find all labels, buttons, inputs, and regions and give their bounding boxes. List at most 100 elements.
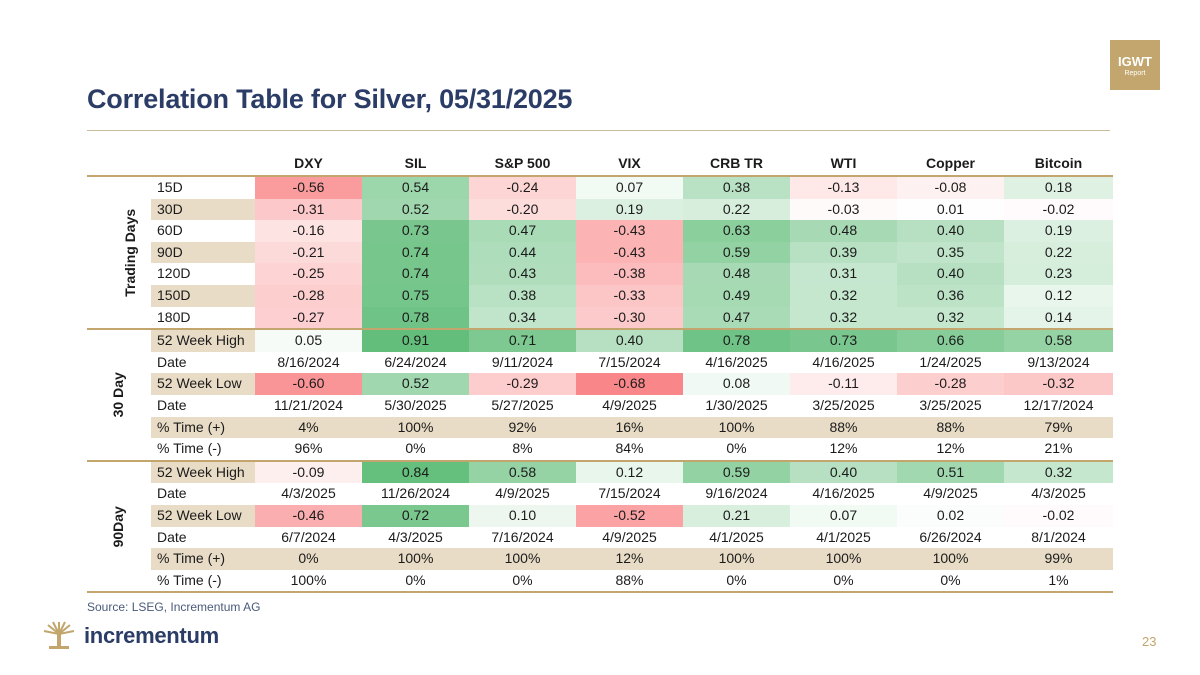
row-label: % Time (-) [151,438,255,462]
table-cell: 0.58 [1004,328,1113,352]
table-cell: 100% [362,548,469,570]
table-cell: 0.38 [683,175,790,199]
table-cell: 84% [576,438,683,462]
table-cell: 7/15/2024 [598,485,661,502]
table-cell: -0.52 [576,504,683,527]
table-cell: 0.51 [897,459,1004,484]
table-cell: -0.16 [255,220,362,242]
table-cell: -0.02 [1004,504,1113,527]
table-cell: 7/16/2024 [491,528,554,545]
table-cell: 0.40 [790,459,897,484]
row-label: 180D [151,306,255,331]
table-cell: 9/13/2024 [1027,353,1090,370]
table-row: 52 Week Low -0.60 0.52 -0.29 -0.68 0.08 -0.11-… [87,373,1113,395]
row-label: 90D [151,241,255,264]
table-cell: 88% [790,416,897,439]
table-row: 30D -0.31 0.52 -0.20 0.19 0.22 -0.03 0.01 -0.02 [87,198,1113,221]
table-cell: -0.08 [897,175,1004,199]
row-label: % Time (+) [151,416,255,439]
table-cell: 4/1/2025 [816,528,871,545]
table-cell: 8/1/2024 [1031,528,1086,545]
table-cell: 6/26/2024 [919,528,982,545]
table-cell: 1% [1004,569,1113,594]
table-cell: 8/16/2024 [277,353,340,370]
table-cell: -0.02 [1004,198,1113,221]
table-cell: 12% [790,438,897,462]
table-cell: 4/9/2025 [495,485,550,502]
row-group-label: 30 Day [87,328,151,462]
table-cell: 0.12 [1004,284,1113,307]
table-cell: 5/30/2025 [384,396,447,413]
table-cell: 0% [683,569,790,594]
table-row: 180D -0.27 0.78 0.34 -0.30 0.47 0.32 0.32 0.14 [87,306,1113,331]
table-cell: -0.09 [255,459,362,484]
row-label: Date [157,396,187,413]
corner-cell [87,153,151,177]
table-cell: -0.68 [576,373,683,395]
table-cell: 100% [362,416,469,439]
table-cell: 0.47 [683,306,790,331]
table-cell: 0.44 [469,241,576,264]
table-cell: -0.20 [469,198,576,221]
table-cell: 4/16/2025 [812,485,875,502]
table-cell: -0.38 [576,263,683,285]
table-cell: 4/3/2025 [1031,485,1086,502]
table-cell: 0.21 [683,504,790,527]
table-cell: 92% [469,416,576,439]
table-cell: 100% [683,548,790,570]
row-group-label: Trading Days [87,174,151,331]
table-cell: 11/21/2024 [273,396,344,413]
column-header: S&P 500 [469,153,576,177]
table-row: Date 11/21/2024 5/30/2025 5/27/2025 4/9/2025… [87,395,1113,417]
table-cell: 12% [576,548,683,570]
table-cell: 12/17/2024 [1023,396,1094,413]
table-cell: 0.74 [362,241,469,264]
table-cell: 0.40 [576,328,683,352]
table-cell: -0.24 [469,175,576,199]
table-cell: 0.73 [790,328,897,352]
table-cell: 6/24/2024 [384,353,447,370]
table-cell: 7/15/2024 [598,353,661,370]
table-cell: 4/1/2025 [709,528,764,545]
table-cell: 0.35 [897,241,1004,264]
page-title: Correlation Table for Silver, 05/31/2025 [87,84,573,114]
correlation-table: DXY SIL S&P 500 VIX CRB TR WTI Copper Bi… [87,153,1113,594]
table-cell: 100% [255,569,362,594]
table-cell: 4/9/2025 [923,485,978,502]
table-cell: 21% [1004,438,1113,462]
table-cell: 0.40 [897,220,1004,242]
table-cell: 0% [790,569,897,594]
table-cell: 0.58 [469,459,576,484]
table-cell: 12% [897,438,1004,462]
table-cell: 0% [362,438,469,462]
table-cell: 0.07 [790,504,897,527]
table-cell: 0.40 [897,263,1004,285]
table-cell: 100% [683,416,790,439]
table-cell: 0.32 [790,284,897,307]
table-row: 90D -0.21 0.74 0.44 -0.43 0.59 0.39 0.35 0.22 [87,241,1113,264]
table-cell: 0.74 [362,263,469,285]
igwt-report-logo: IGWT Report [1110,40,1160,90]
table-cell: 0.52 [362,198,469,221]
table-cell: 0.47 [469,220,576,242]
table-cell: 8% [469,438,576,462]
table-cell: 79% [1004,416,1113,439]
table-cell: 0.10 [469,504,576,527]
table-cell: 5/27/2025 [491,396,554,413]
brand-footer: incrementum [40,620,219,652]
table-cell: -0.60 [255,373,362,395]
table-cell: -0.28 [897,373,1004,395]
table-cell: 0.23 [1004,263,1113,285]
table-row: Date 4/3/2025 11/26/2024 4/9/2025 7/15/2024 9… [87,483,1113,505]
table-cell: 0.52 [362,373,469,395]
table-cell: 0.66 [897,328,1004,352]
table-cell: 0.38 [469,284,576,307]
table-cell: -0.28 [255,284,362,307]
table-cell: 9/16/2024 [705,485,768,502]
table-cell: 0.18 [1004,175,1113,199]
table-cell: 0.12 [576,459,683,484]
table-cell: 0.08 [683,373,790,395]
tree-logo-icon [43,621,75,649]
table-cell: -0.21 [255,241,362,264]
table-cell: 0.14 [1004,306,1113,331]
